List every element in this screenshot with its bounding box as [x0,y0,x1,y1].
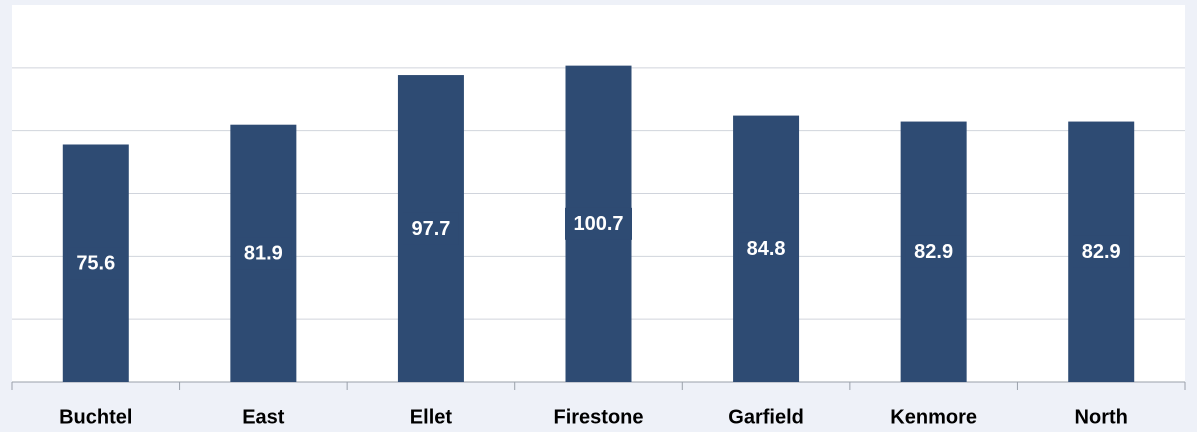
value-label: 84.8 [747,238,786,260]
value-label-box [67,247,124,280]
value-label-box [402,212,459,245]
x-tick-label: Garfield [728,406,804,428]
value-label-box [738,232,795,265]
value-label: 82.9 [914,241,953,263]
x-tick-label: East [242,406,285,428]
value-label-box [565,207,632,240]
value-label-box [235,237,292,270]
value-label: 100.7 [573,213,623,235]
value-label: 97.7 [411,218,450,240]
value-label: 81.9 [244,243,283,265]
x-tick-label: Kenmore [890,406,977,428]
value-label: 75.6 [76,253,115,275]
value-label-box [905,235,962,268]
value-label-box [1073,235,1130,268]
value-label: 82.9 [1082,241,1121,263]
x-tick-label: Ellet [410,406,453,428]
x-tick-label: North [1075,406,1128,428]
x-tick-label: Firestone [553,406,643,428]
x-tick-label: Buchtel [59,406,132,428]
